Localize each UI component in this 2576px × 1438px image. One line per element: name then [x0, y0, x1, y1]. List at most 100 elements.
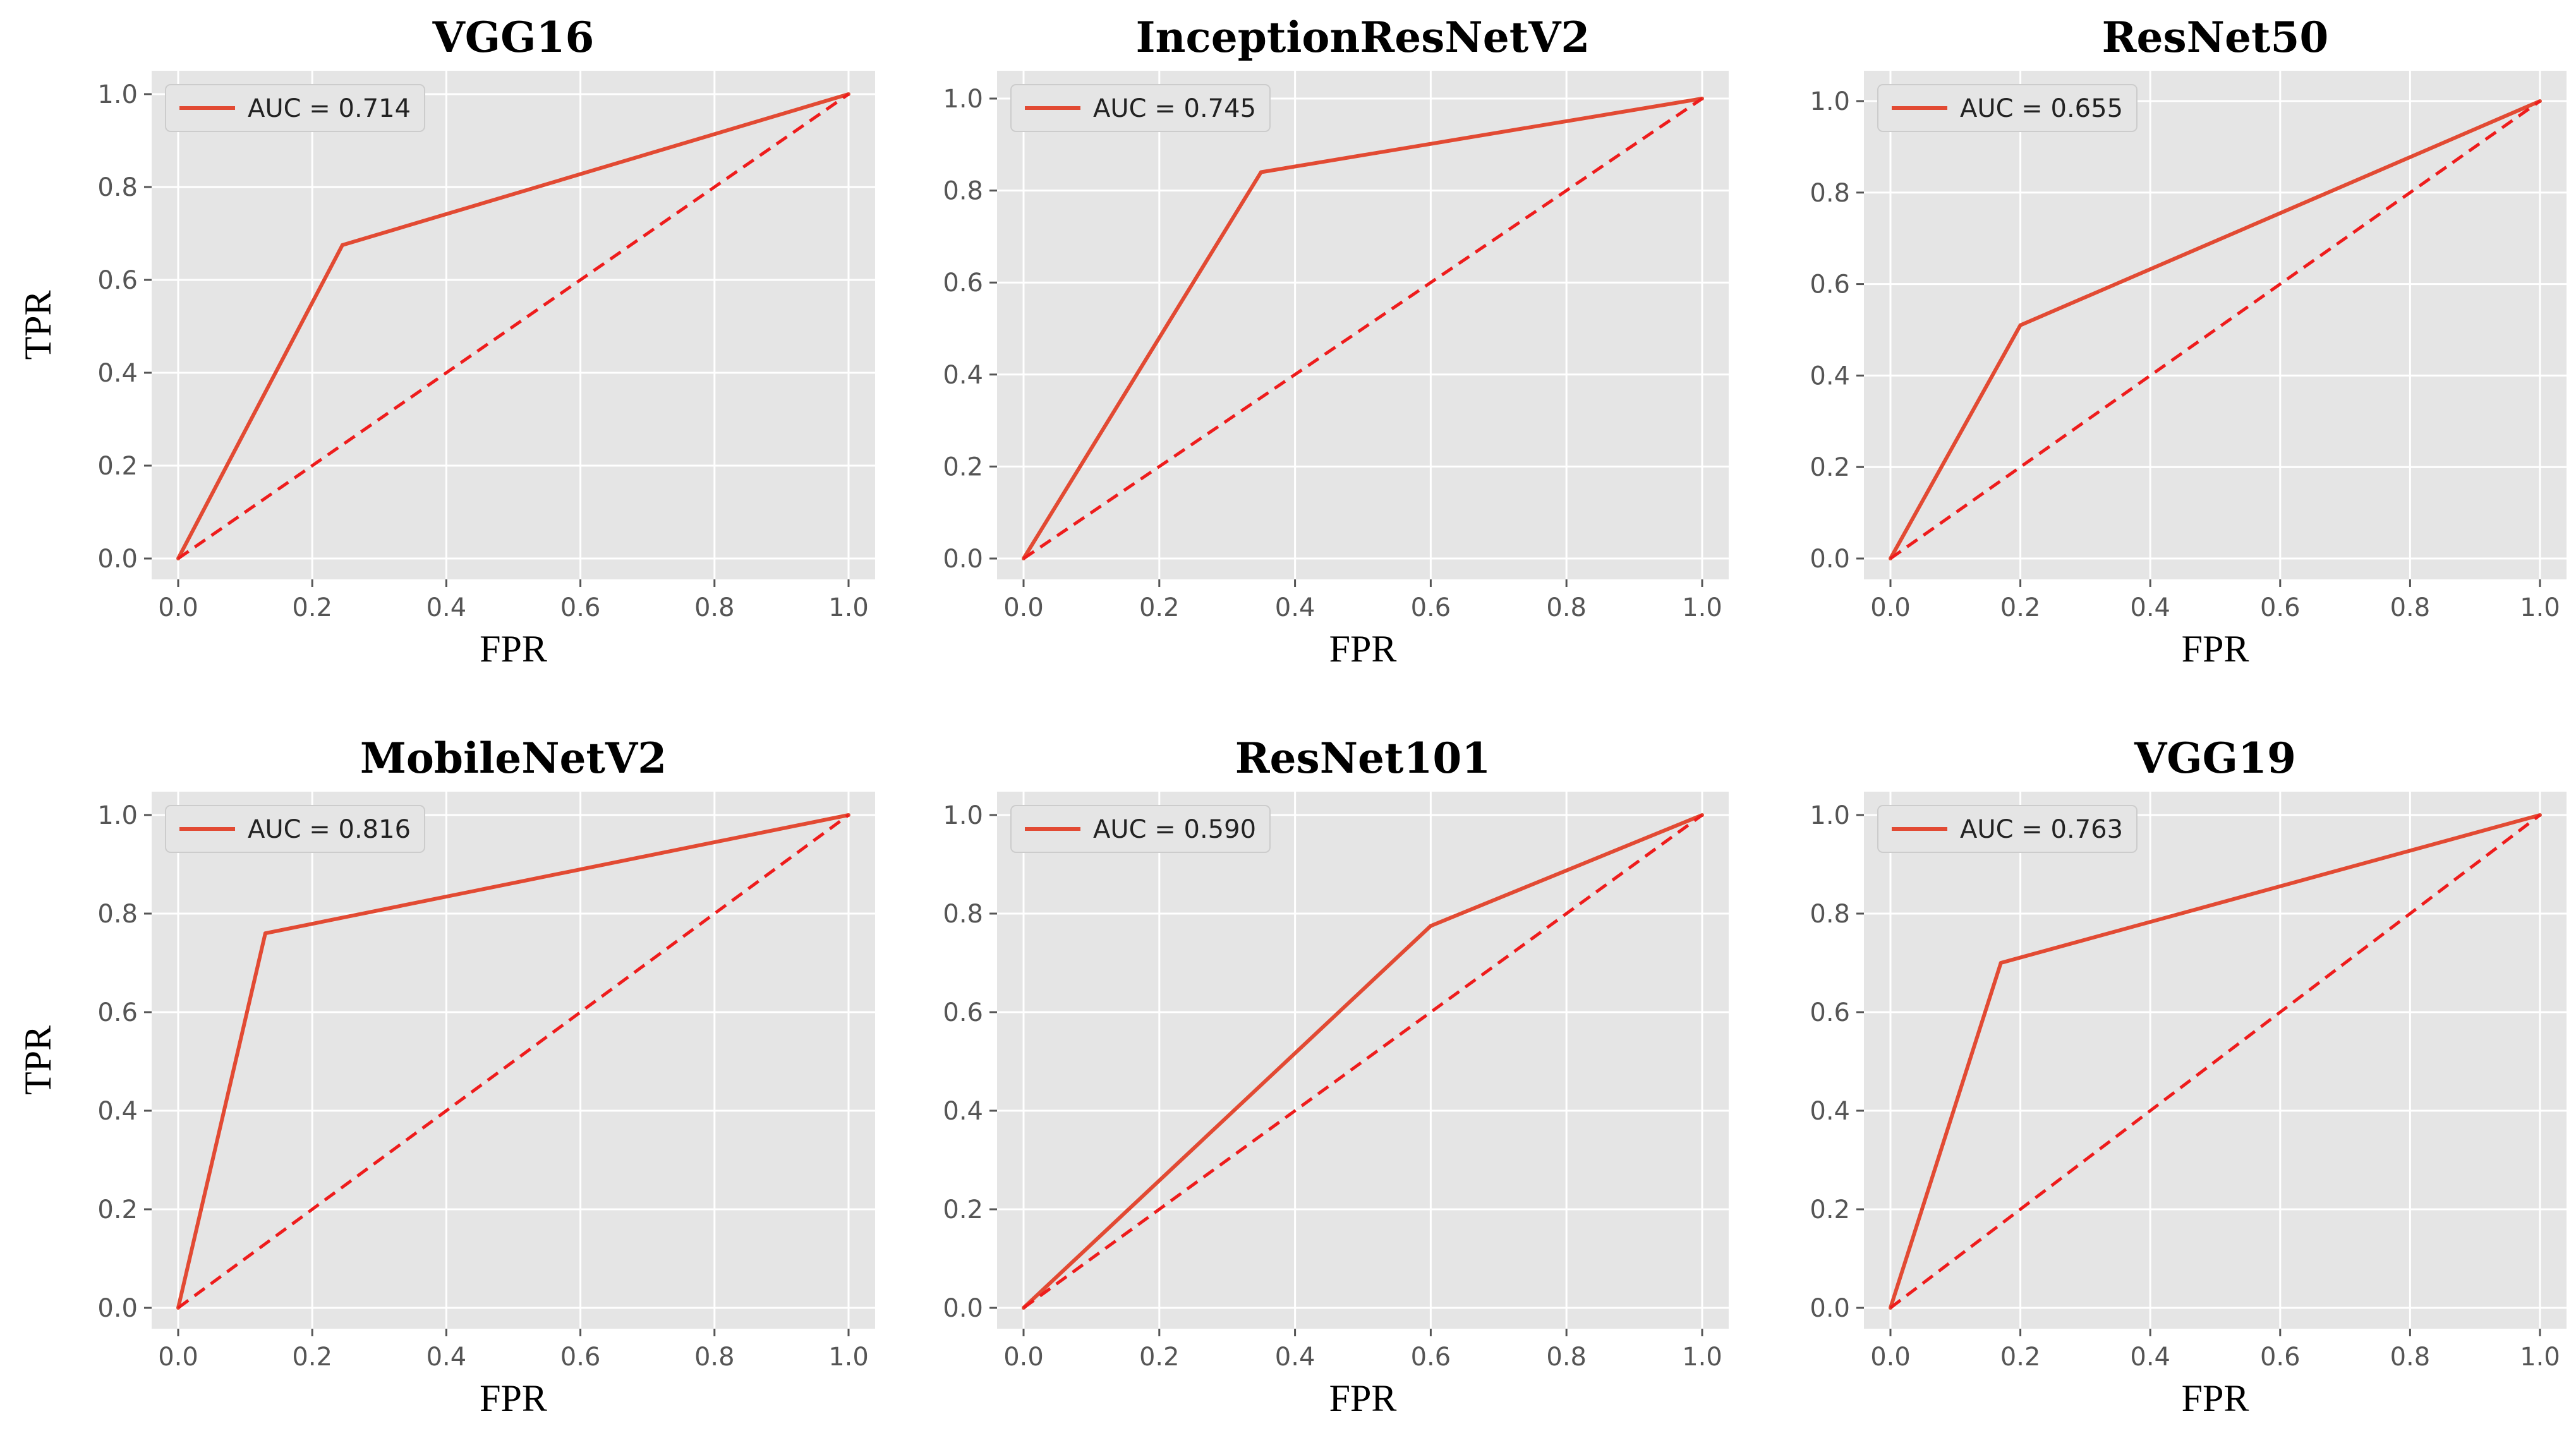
chart-title: MobileNetV2	[360, 734, 667, 783]
chance-diagonal	[1889, 99, 2541, 560]
plot-area	[997, 71, 1729, 579]
y-tick-label: 0.2	[943, 1195, 983, 1224]
y-tick-label: 0.4	[943, 361, 983, 390]
roc-panel-1: 0.0 0.2 0.4 0.6 0.8 1.0 0.0 0.2 0.4 0.6 0.8 1.0 AUC …	[17, 13, 875, 670]
x-tick-label: 0.2	[2000, 1343, 2041, 1372]
x-tick-label: 0.8	[1546, 593, 1587, 622]
y-tick-label: 0.8	[97, 900, 138, 929]
roc-point	[263, 931, 267, 936]
y-tick-label: 0.0	[943, 545, 983, 574]
x-tick-label: 0.0	[1003, 593, 1044, 622]
y-tick-label: 0.2	[943, 452, 983, 481]
legend-label: AUC = 0.763	[1960, 815, 2123, 844]
x-axis-label: FPR	[2182, 628, 2249, 670]
x-axis-label: FPR	[2182, 1377, 2249, 1419]
x-tick-label: 0.6	[2260, 1343, 2301, 1372]
x-tick-label: 0.4	[2130, 1343, 2170, 1372]
y-tick-label: 1.0	[97, 801, 138, 830]
y-tick-label: 1.0	[1810, 801, 1850, 830]
x-tick-label: 0.8	[2390, 1343, 2431, 1372]
legend: AUC = 0.745	[1010, 84, 1271, 132]
x-tick-label: 0.4	[1275, 593, 1315, 622]
chart-title: ResNet50	[2102, 13, 2329, 62]
legend-frame	[1877, 805, 2138, 853]
legend-label: AUC = 0.590	[1093, 815, 1256, 844]
legend-frame	[1877, 84, 2138, 132]
y-tick-label: 0.6	[943, 998, 983, 1027]
x-tick-label: 0.2	[1139, 1343, 1180, 1372]
legend: AUC = 0.714	[165, 84, 425, 132]
y-tick-label: 0.0	[1810, 545, 1850, 574]
y-tick-label: 0.8	[943, 177, 983, 206]
y-tick-label: 0.4	[97, 359, 138, 388]
x-tick-label: 0.8	[694, 1343, 735, 1372]
roc-panel-5: 0.0 0.2 0.4 0.6 0.8 1.0 0.0 0.2 0.4 0.6 0.8 1.0 AUC …	[943, 734, 1729, 1419]
x-tick-label: 0.0	[158, 1343, 198, 1372]
chance-diagonal	[1022, 813, 1703, 1310]
x-tick-label: 1.0	[2520, 593, 2560, 622]
chance-diagonal	[1022, 97, 1703, 560]
roc-panel-4: 0.0 0.2 0.4 0.6 0.8 1.0 0.0 0.2 0.4 0.6 0.8 1.0 AUC …	[17, 734, 875, 1419]
x-axis-label: FPR	[1329, 628, 1397, 670]
y-tick-label: 0.2	[1810, 453, 1850, 482]
chance-diagonal	[1889, 814, 2541, 1309]
chart-title: VGG19	[2134, 734, 2296, 783]
roc-point	[1999, 961, 2003, 965]
y-tick-label: 1.0	[97, 80, 138, 109]
x-tick-label: 0.8	[694, 593, 735, 622]
x-tick-label: 0.0	[1870, 1343, 1911, 1372]
y-tick-label: 0.8	[97, 173, 138, 202]
x-tick-label: 0.8	[1546, 1343, 1587, 1372]
x-tick-label: 1.0	[2520, 1343, 2560, 1372]
y-tick-label: 0.0	[943, 1294, 983, 1323]
y-tick-label: 0.6	[943, 269, 983, 298]
legend-frame	[165, 805, 425, 853]
x-tick-label: 0.6	[2260, 593, 2301, 622]
x-tick-label: 0.0	[1870, 593, 1911, 622]
x-tick-label: 0.6	[1411, 593, 1451, 622]
legend-label: AUC = 0.745	[1093, 94, 1256, 123]
y-tick-label: 0.8	[943, 900, 983, 929]
chart-title: ResNet101	[1235, 734, 1491, 783]
x-tick-label: 0.2	[2000, 593, 2041, 622]
legend-frame	[1010, 805, 1271, 853]
x-tick-label: 0.4	[426, 1343, 467, 1372]
x-tick-label: 1.0	[828, 593, 869, 622]
x-tick-label: 0.4	[426, 593, 467, 622]
y-tick-label: 1.0	[943, 85, 983, 114]
y-tick-label: 0.8	[1810, 179, 1850, 208]
x-tick-label: 1.0	[828, 1343, 869, 1372]
y-tick-label: 0.0	[97, 545, 138, 574]
x-tick-label: 1.0	[1682, 1343, 1722, 1372]
y-tick-label: 0.2	[97, 1195, 138, 1224]
x-axis-label: FPR	[1329, 1377, 1397, 1419]
y-tick-label: 0.4	[97, 1097, 138, 1126]
legend: AUC = 0.590	[1010, 805, 1271, 853]
y-tick-label: 0.2	[97, 452, 138, 481]
legend-label: AUC = 0.816	[248, 815, 411, 844]
chart-title: VGG16	[432, 13, 595, 62]
y-tick-label: 0.0	[97, 1294, 138, 1323]
x-tick-label: 0.0	[1003, 1343, 1044, 1372]
roc-point	[340, 243, 344, 247]
x-tick-label: 0.6	[1411, 1343, 1451, 1372]
x-tick-label: 0.4	[1275, 1343, 1315, 1372]
x-tick-label: 1.0	[1682, 593, 1722, 622]
x-tick-label: 0.6	[560, 1343, 601, 1372]
x-tick-label: 0.2	[292, 593, 332, 622]
y-tick-label: 0.6	[97, 266, 138, 295]
x-tick-label: 0.2	[1139, 593, 1180, 622]
x-axis-label: FPR	[480, 1377, 547, 1419]
y-axis-label: TPR	[17, 1025, 59, 1095]
roc-panel-6: 0.0 0.2 0.4 0.6 0.8 1.0 0.0 0.2 0.4 0.6 0.8 1.0 AUC …	[1810, 734, 2567, 1419]
y-tick-label: 0.4	[1810, 361, 1850, 390]
chance-diagonal	[177, 92, 850, 560]
x-tick-label: 0.0	[158, 593, 198, 622]
y-tick-label: 0.4	[943, 1097, 983, 1126]
y-tick-label: 0.2	[1810, 1195, 1850, 1224]
y-tick-label: 0.6	[1810, 270, 1850, 299]
legend-frame	[165, 84, 425, 132]
x-tick-label: 0.8	[2390, 593, 2431, 622]
y-tick-label: 0.4	[1810, 1097, 1850, 1126]
